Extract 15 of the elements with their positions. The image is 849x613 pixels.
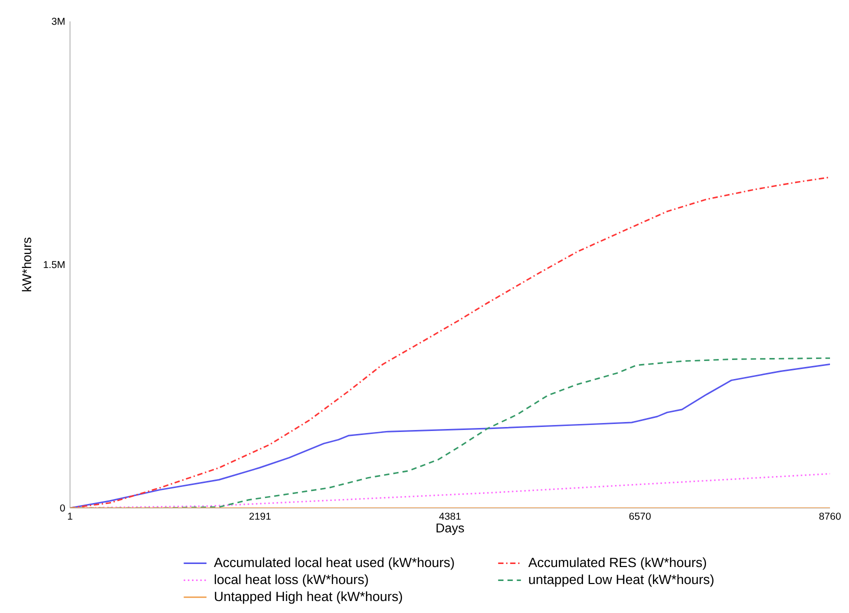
legend-label: Accumulated local heat used (kW*hours) [214,557,454,570]
y-tick-label: 1.5M [44,261,64,268]
legend-label: untapped Low Heat (kW*hours) [529,574,714,587]
x-tick-label: 6570 [629,512,651,520]
legend-label: Accumulated RES (kW*hours) [528,557,706,570]
x-tick-label: 1 [68,512,72,520]
y-axis-title: kW*hours [22,238,32,292]
x-axis-title: Days [436,524,464,535]
x-tick-label: 4381 [439,512,461,520]
x-tick-label: 8760 [819,512,841,520]
y-tick-label: 3M [52,18,64,25]
legend-label: Untapped High heat (kW*hours) [214,591,402,604]
x-tick-label: 2191 [249,512,271,520]
y-tick-label: 0 [60,504,65,512]
legend-label: local heat loss (kW*hours) [214,574,368,587]
